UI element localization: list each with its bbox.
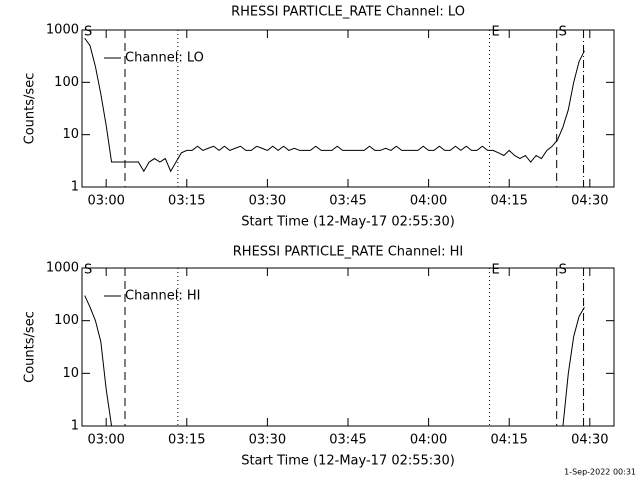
x-tick-label: 03:45	[329, 433, 366, 448]
y-tick-label: 1	[71, 180, 79, 195]
x-tick-label: 04:15	[490, 433, 527, 448]
legend-label: Channel: HI	[125, 289, 201, 304]
data-line	[84, 295, 585, 426]
annotation: E	[492, 25, 500, 40]
x-tick-label: 04:15	[490, 194, 527, 209]
y-tick-label: 1000	[46, 261, 79, 276]
x-tick-label: 04:00	[410, 433, 447, 448]
timestamp: 1-Sep-2022 00:31	[564, 468, 636, 477]
x-axis-label: Start Time (12-May-17 02:55:30)	[241, 215, 455, 230]
x-tick-label: 03:30	[249, 194, 286, 209]
chart-title: RHESSI PARTICLE_RATE Channel: HI	[233, 245, 463, 260]
x-tick-label: 04:30	[571, 194, 608, 209]
x-axis-label: Start Time (12-May-17 02:55:30)	[241, 454, 455, 469]
x-tick-label: 04:30	[571, 433, 608, 448]
y-tick-label: 100	[54, 75, 79, 90]
y-tick-label: 10	[62, 366, 79, 381]
x-tick-label: 04:00	[410, 194, 447, 209]
y-axis-label: Counts/sec	[23, 73, 38, 145]
annotation: E	[492, 263, 500, 278]
legend-label: Channel: LO	[125, 51, 204, 66]
annotation: S	[559, 25, 567, 40]
x-tick-label: 03:30	[249, 433, 286, 448]
y-tick-label: 1	[71, 419, 79, 434]
x-tick-label: 03:45	[329, 194, 366, 209]
x-tick-label: 03:15	[168, 194, 205, 209]
annotation: S	[84, 25, 92, 40]
x-tick-label: 03:00	[87, 194, 124, 209]
y-axis-label: Counts/sec	[23, 311, 38, 383]
y-tick-label: 10	[62, 127, 79, 142]
annotation: S	[84, 263, 92, 278]
y-tick-label: 100	[54, 313, 79, 328]
x-tick-label: 03:00	[87, 433, 124, 448]
annotation: S	[559, 263, 567, 278]
y-tick-label: 1000	[46, 23, 79, 38]
data-line	[84, 37, 585, 173]
x-tick-label: 03:15	[168, 433, 205, 448]
chart-title: RHESSI PARTICLE_RATE Channel: LO	[231, 5, 465, 20]
